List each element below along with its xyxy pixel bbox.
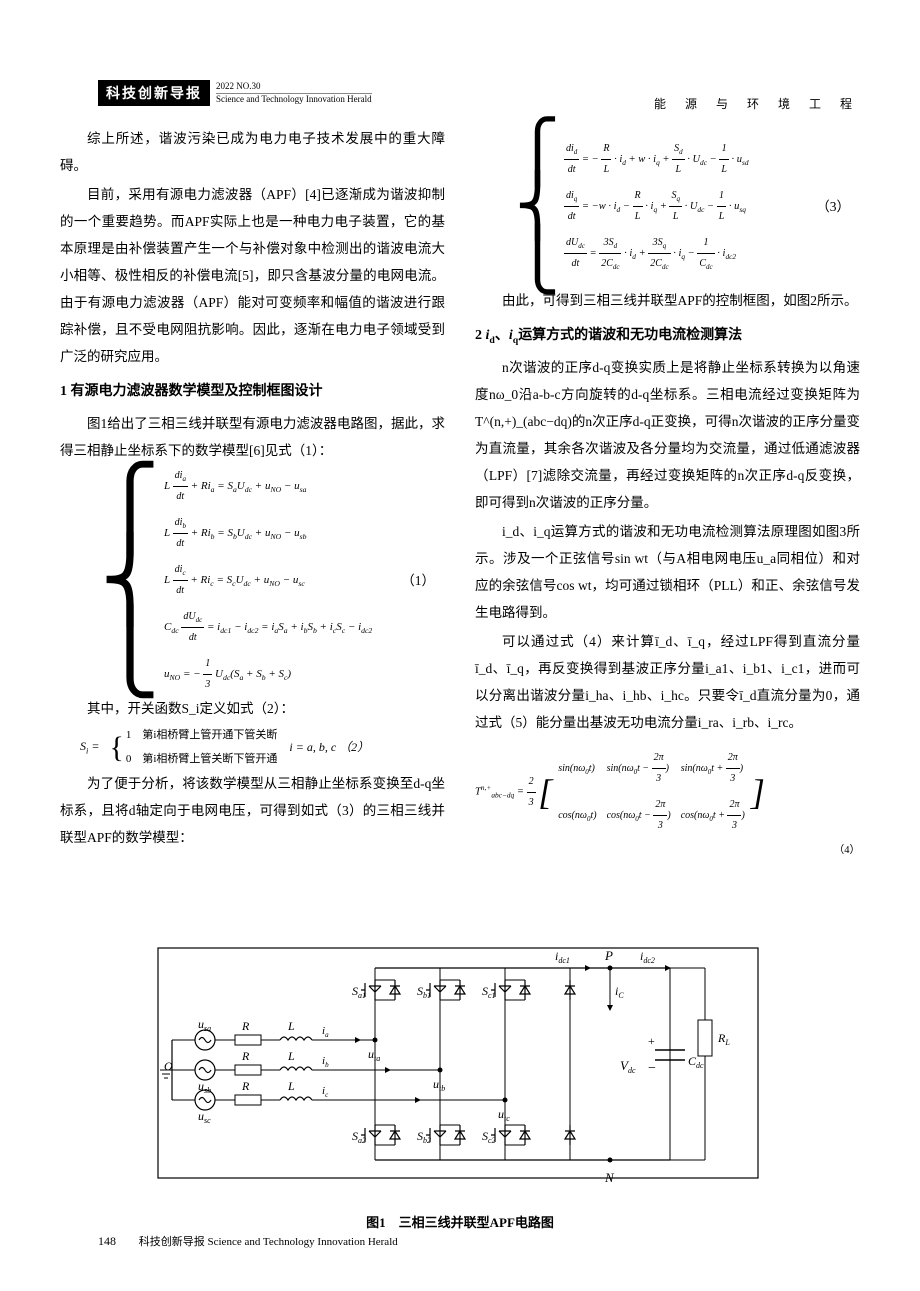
svg-text:ib: ib bbox=[322, 1055, 329, 1069]
svg-text:L: L bbox=[287, 1079, 295, 1093]
svg-text:R: R bbox=[241, 1049, 250, 1063]
svg-text:Sb1: Sb1 bbox=[417, 984, 431, 1000]
circuit-diagram: O usa R L ia usb R L bbox=[150, 920, 770, 1200]
footer-en: Science and Technology Innovation Herald bbox=[208, 1236, 398, 1248]
para-intro-1: 综上所述，谐波污染已成为电力电子技术发展中的重大障碍。 bbox=[60, 125, 445, 179]
eq1-number: （1） bbox=[401, 567, 445, 594]
svg-text:Sc1: Sc1 bbox=[482, 984, 496, 1000]
footer-cn: 科技创新导报 bbox=[139, 1236, 205, 1248]
eq1-line3: L dicdt + Ric = ScUdc + uNO − usc bbox=[164, 560, 372, 601]
svg-text:Sa1: Sa1 bbox=[352, 984, 366, 1000]
svg-text:P: P bbox=[604, 948, 613, 963]
journal-name-cn: 科技创新导报 bbox=[98, 80, 210, 106]
svg-text:usb: usb bbox=[198, 1079, 211, 1095]
svg-text:L: L bbox=[287, 1049, 295, 1063]
equation-1: ⎧⎨⎩ L diadt + Ria = SaUdc + uNO − usa L … bbox=[60, 466, 445, 695]
svg-text:R: R bbox=[241, 1079, 250, 1093]
eq2-line2: 0 第i相桥臂上管关断下管开通 bbox=[126, 748, 278, 770]
eq3-line3: dUdcdt = 3Sd2Cdc · id + 3Sq2Cdc · iq − 1… bbox=[564, 233, 749, 274]
section-name: 能 源 与 环 境 工 程 bbox=[654, 95, 860, 112]
svg-text:Sc2: Sc2 bbox=[482, 1129, 496, 1145]
svg-text:utb: utb bbox=[433, 1077, 445, 1093]
equation-3: ⎧⎨⎩ diddt = − RL · id + w · iq + SdL · U… bbox=[475, 125, 860, 287]
svg-text:idc2: idc2 bbox=[640, 949, 655, 965]
eq1-line2: L dibdt + Rib = SbUdc + uNO − usb bbox=[164, 513, 372, 554]
svg-text:ia: ia bbox=[322, 1025, 329, 1039]
issue-number: 2022 NO.30 bbox=[216, 81, 372, 94]
para-r2: n次谐波的正序d-q变换实质上是将静止坐标系转换为以角速度nω_0沿a-b-c方… bbox=[475, 354, 860, 516]
para-r3: i_d、i_q运算方式的谐波和无功电流检测算法原理图如图3所示。涉及一个正弦信号… bbox=[475, 518, 860, 626]
svg-text:RL: RL bbox=[717, 1031, 730, 1047]
svg-text:−: − bbox=[648, 1061, 656, 1076]
svg-text:idc1: idc1 bbox=[555, 949, 570, 965]
page-number: 148 bbox=[98, 1234, 116, 1248]
eq2-suffix: i = a, b, c （2） bbox=[289, 735, 369, 759]
svg-text:Sa2: Sa2 bbox=[352, 1129, 366, 1145]
para-r1: 由此，可得到三相三线并联型APF的控制框图，如图2所示。 bbox=[475, 287, 860, 314]
section-2-title: 2 id、iq运算方式的谐波和无功电流检测算法 bbox=[475, 322, 860, 350]
para-intro-2: 目前，采用有源电力滤波器（APF）[4]已逐渐成为谐波抑制的一个重要趋势。而AP… bbox=[60, 181, 445, 370]
equation-4: Tn,+abc−dq = 23 [ sin(nω0t) sin(nω0t − 2… bbox=[475, 744, 860, 861]
left-column: 综上所述，谐波污染已成为电力电子技术发展中的重大障碍。 目前，采用有源电力滤波器… bbox=[60, 125, 445, 869]
section-1-title: 1 有源电力滤波器数学模型及控制框图设计 bbox=[60, 378, 445, 406]
journal-meta: 2022 NO.30 Science and Technology Innova… bbox=[216, 81, 372, 105]
svg-text:R: R bbox=[241, 1019, 250, 1033]
eq3-number: （3） bbox=[816, 193, 860, 220]
journal-header: 科技创新导报 2022 NO.30 Science and Technology… bbox=[98, 80, 372, 106]
equation-2: Si = { 1 第i相桥臂上管开通下管关断 0 第i相桥臂上管关断下管开通 i… bbox=[60, 724, 445, 770]
svg-text:ic: ic bbox=[322, 1085, 329, 1099]
eq2-line1: 1 第i相桥臂上管开通下管关断 bbox=[126, 724, 278, 746]
eq4-number: （4） bbox=[475, 840, 860, 861]
svg-text:N: N bbox=[604, 1170, 615, 1185]
para-r4: 可以通过式（4）来计算ī_d、ī_q，经过LPF得到直流分量ī_d、ī_q，再反… bbox=[475, 628, 860, 736]
svg-text:Sb2: Sb2 bbox=[417, 1129, 431, 1145]
svg-text:iC: iC bbox=[615, 984, 624, 1000]
eq1-line5: uNO = − 13 Udc(Sa + Sb + Sc) bbox=[164, 654, 372, 695]
main-content: 综上所述，谐波污染已成为电力电子技术发展中的重大障碍。 目前，采用有源电力滤波器… bbox=[60, 125, 860, 869]
svg-text:uta: uta bbox=[368, 1047, 380, 1063]
eq3-line2: diqdt = −w · id − RL · iq + SqL · Udc − … bbox=[564, 186, 749, 227]
svg-text:usa: usa bbox=[198, 1017, 211, 1033]
para-section1-1: 图1给出了三相三线并联型有源电力滤波器电路图，据此，求得三相静止坐标系下的数学模… bbox=[60, 410, 445, 464]
figure-1: O usa R L ia usb R L bbox=[100, 920, 820, 1231]
para-eq2-intro: 其中，开关函数S_i定义如式（2）： bbox=[60, 695, 445, 722]
eq3-line1: diddt = − RL · id + w · iq + SdL · Udc −… bbox=[564, 139, 749, 180]
journal-name-en: Science and Technology Innovation Herald bbox=[216, 94, 372, 105]
para-section1-end: 为了便于分析，将该数学模型从三相静止坐标系变换至d-q坐标系，且将d轴定向于电网… bbox=[60, 770, 445, 851]
svg-text:Vdc: Vdc bbox=[620, 1058, 636, 1075]
svg-text:+: + bbox=[648, 1034, 655, 1048]
eq1-line4: Cdc dUdcdt = idc1 − idc2 = iaSa + ibSb +… bbox=[164, 607, 372, 648]
eq1-line1: L diadt + Ria = SaUdc + uNO − usa bbox=[164, 466, 372, 507]
page-footer: 148 科技创新导报 Science and Technology Innova… bbox=[98, 1233, 398, 1249]
right-column: ⎧⎨⎩ diddt = − RL · id + w · iq + SdL · U… bbox=[475, 125, 860, 869]
svg-text:utc: utc bbox=[498, 1107, 510, 1123]
svg-text:usc: usc bbox=[198, 1109, 211, 1125]
svg-text:L: L bbox=[287, 1019, 295, 1033]
figure-1-caption: 图1 三相三线并联型APF电路图 bbox=[100, 1212, 820, 1231]
